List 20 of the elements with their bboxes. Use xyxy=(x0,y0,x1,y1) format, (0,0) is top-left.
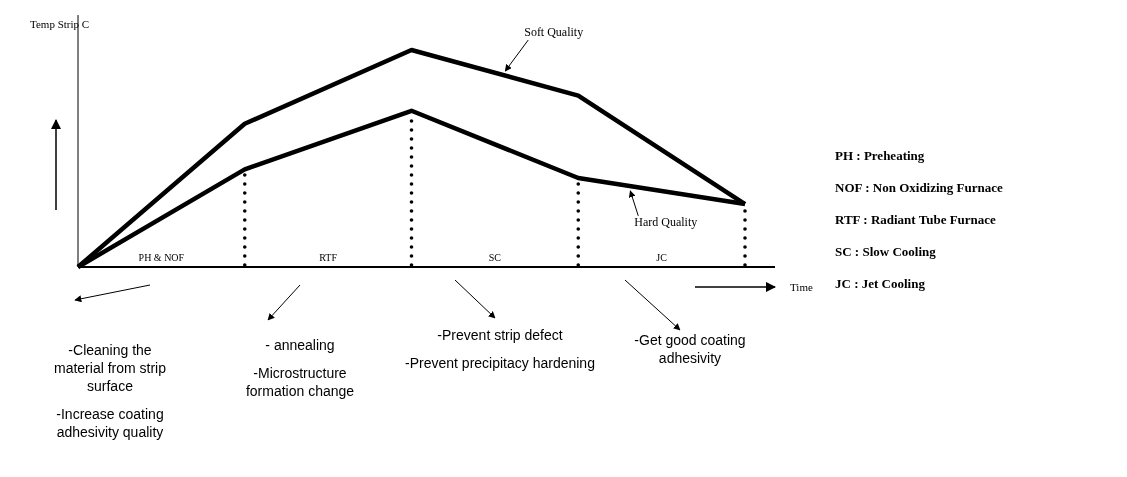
text: -Get good coating adhesivity xyxy=(634,332,746,366)
text: -Increase coating adhesivity quality xyxy=(56,406,164,440)
text: -Microstructure formation change xyxy=(245,365,355,399)
annotation: JC xyxy=(656,252,668,263)
text: RTF : Radiant Tube Furnace xyxy=(835,212,997,227)
text: - annealing xyxy=(265,337,335,353)
y-axis-title: Temp Strip C xyxy=(30,18,90,30)
text: PH : Preheating xyxy=(835,148,925,163)
text: -Cleaning the material from strip surface xyxy=(53,342,167,394)
text: NOF : Non Oxidizing Furnace xyxy=(835,180,1004,195)
text: JC : Jet Cooling xyxy=(835,276,926,291)
annotation: RTF xyxy=(319,252,338,263)
text: SC : Slow Cooling xyxy=(835,244,937,259)
annotation: PH & NOF xyxy=(138,252,185,263)
text: -Prevent precipitacy hardening xyxy=(405,355,595,371)
x-axis-title: Time xyxy=(790,281,813,293)
text: Soft Quality xyxy=(524,25,584,40)
text: -Prevent strip defect xyxy=(437,327,563,343)
annotation: SC xyxy=(488,252,502,263)
legend-label: Hard Quality xyxy=(634,214,698,229)
